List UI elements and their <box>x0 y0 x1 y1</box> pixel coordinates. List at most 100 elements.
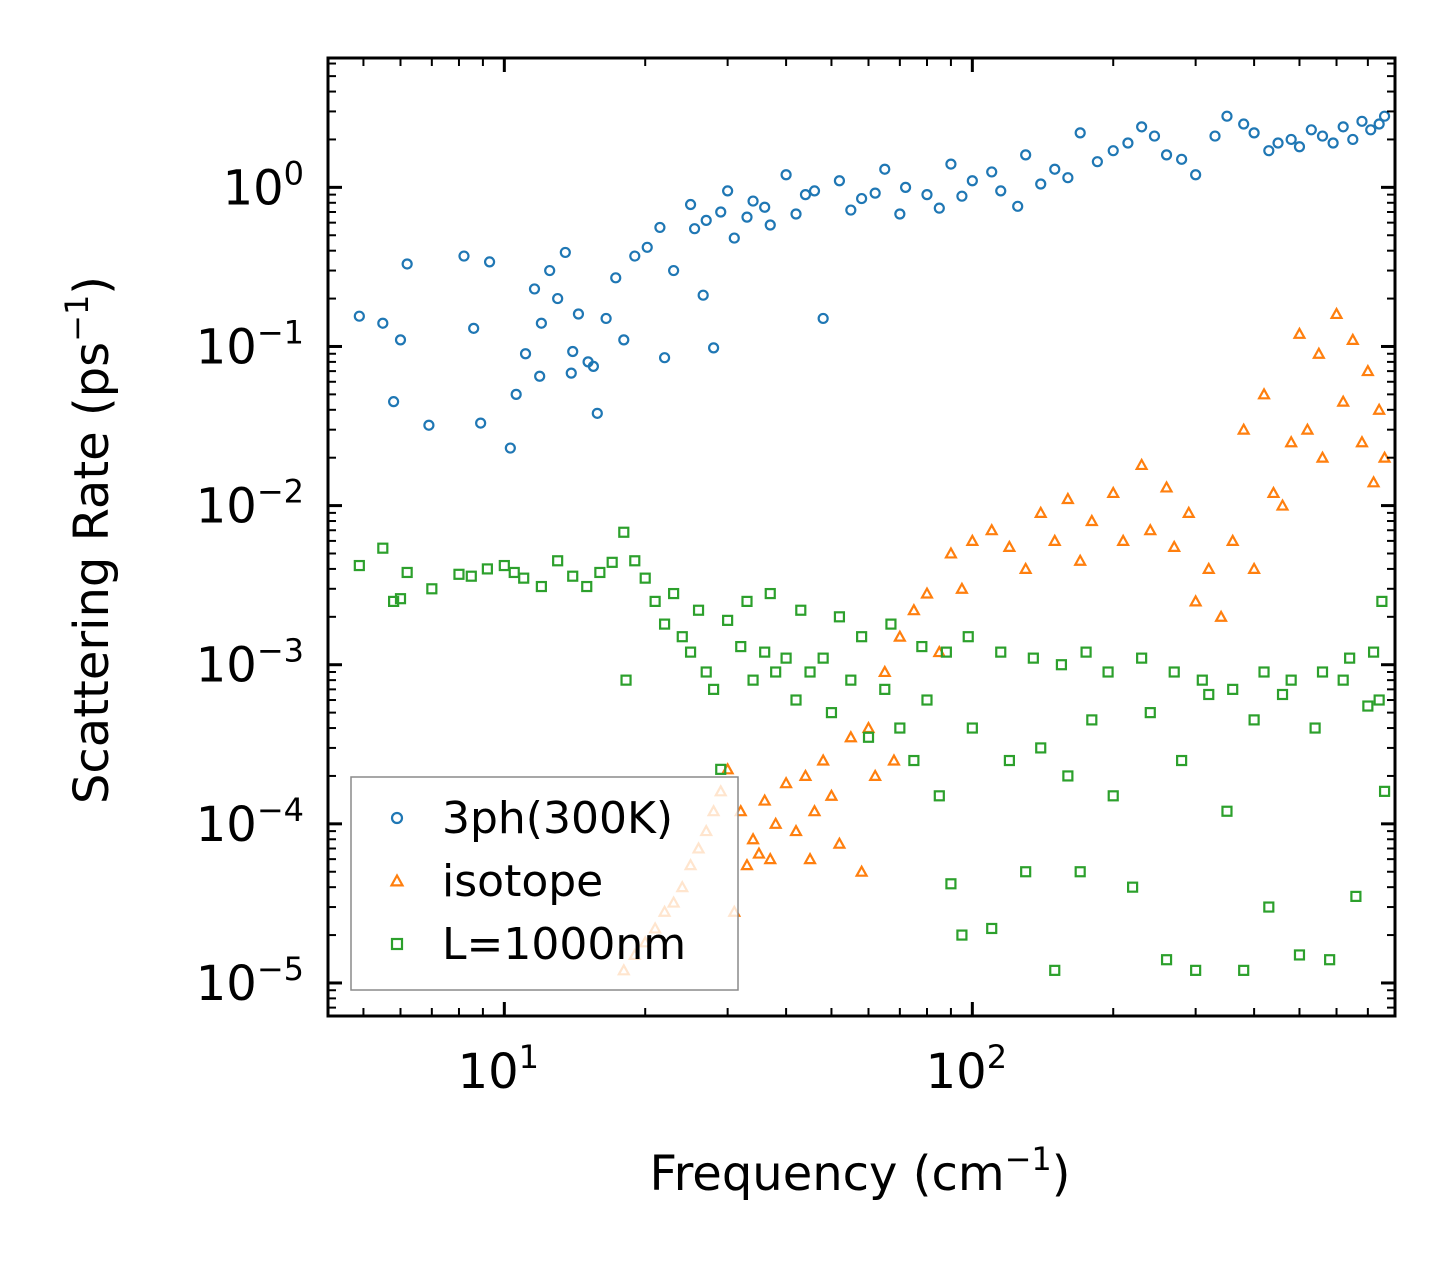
data-point <box>1376 595 1388 607</box>
data-point <box>1196 674 1208 686</box>
data-point <box>1316 666 1329 678</box>
data-point <box>353 310 365 322</box>
data-point <box>528 283 541 295</box>
data-point <box>945 878 957 890</box>
data-point <box>668 587 680 600</box>
data-point <box>1350 890 1362 902</box>
data-point <box>1293 141 1306 153</box>
data-point <box>377 542 389 554</box>
data-point <box>916 640 928 653</box>
data-point <box>962 631 974 643</box>
data-point <box>1035 178 1047 190</box>
data-point <box>921 694 933 706</box>
data-point <box>1266 485 1281 499</box>
data-point <box>1305 124 1317 136</box>
data-point <box>654 221 666 234</box>
data-point <box>907 603 921 616</box>
data-point <box>1148 130 1161 142</box>
y-tick-exponent: 0 <box>284 154 304 192</box>
data-point <box>559 246 571 259</box>
data-point <box>591 407 603 419</box>
data-point <box>1143 523 1158 536</box>
data-point <box>1107 145 1119 157</box>
data-point <box>789 823 803 837</box>
data-point <box>1315 450 1330 463</box>
legend-label: 3ph(300K) <box>442 793 673 844</box>
data-point <box>1248 127 1260 139</box>
data-point <box>1167 539 1182 552</box>
data-point <box>1176 754 1188 767</box>
data-point <box>893 629 907 642</box>
data-point <box>1074 866 1086 878</box>
data-point <box>795 604 807 616</box>
data-point <box>1337 674 1349 686</box>
data-point <box>780 169 792 181</box>
data-point <box>757 793 772 806</box>
data-point <box>768 816 783 829</box>
data-point <box>803 851 817 865</box>
data-point <box>1373 118 1385 130</box>
data-point <box>453 568 465 580</box>
data-point <box>833 611 846 623</box>
data-point <box>708 683 720 695</box>
data-point <box>388 396 400 408</box>
data-point <box>747 674 759 686</box>
data-point <box>1020 866 1032 878</box>
data-point <box>1337 121 1349 133</box>
data-point <box>1126 881 1139 893</box>
data-point <box>544 264 556 277</box>
data-point <box>728 232 740 244</box>
legend-marker <box>390 811 404 825</box>
data-point <box>1190 169 1202 181</box>
data-point <box>856 192 868 205</box>
data-point <box>1373 694 1385 706</box>
data-point <box>763 851 778 865</box>
data-point <box>862 731 875 743</box>
data-point <box>1347 133 1359 146</box>
data-point <box>1367 646 1380 658</box>
data-point <box>856 631 868 643</box>
plot-frame <box>326 56 1397 1018</box>
data-point <box>394 593 407 605</box>
data-point <box>1084 513 1099 527</box>
data-point <box>1372 402 1386 415</box>
data-point <box>722 185 734 197</box>
data-point <box>764 219 776 231</box>
data-point <box>965 533 980 546</box>
x-axis-title-end: ) <box>1052 1146 1071 1202</box>
data-point <box>692 604 705 616</box>
data-point <box>498 559 510 572</box>
data-point <box>567 345 579 358</box>
data-point <box>629 555 641 567</box>
data-point <box>1227 683 1239 695</box>
data-point <box>629 250 641 262</box>
data-point <box>1062 172 1074 184</box>
legend-box <box>350 776 739 991</box>
data-point <box>1062 770 1074 782</box>
data-point <box>1116 533 1130 546</box>
data-point <box>1327 137 1339 149</box>
data-point <box>1047 533 1062 546</box>
legend-entry: L=1000nm <box>390 919 686 970</box>
data-point <box>780 652 792 664</box>
data-point <box>1324 954 1336 966</box>
legend: 3ph(300K) isotope L=1000nm <box>350 776 739 991</box>
data-point <box>1275 498 1290 511</box>
x-axis-title: Frequency (cm−1) <box>649 1140 1070 1202</box>
data-point <box>1035 742 1047 754</box>
data-point <box>995 185 1007 197</box>
legend-entry: 3ph(300K) <box>390 793 673 844</box>
data-point <box>618 526 630 538</box>
y-tick-base: 10 <box>196 956 257 1012</box>
y-tick-label: 10−4 <box>196 791 304 853</box>
y-tick-label: 10−3 <box>196 632 304 694</box>
y-tick-exponent: −5 <box>257 950 304 988</box>
data-point <box>798 768 813 782</box>
data-point <box>735 640 747 653</box>
data-point <box>1312 346 1326 359</box>
data-point <box>1362 700 1374 712</box>
data-point <box>1263 901 1275 913</box>
data-point <box>1002 539 1017 552</box>
